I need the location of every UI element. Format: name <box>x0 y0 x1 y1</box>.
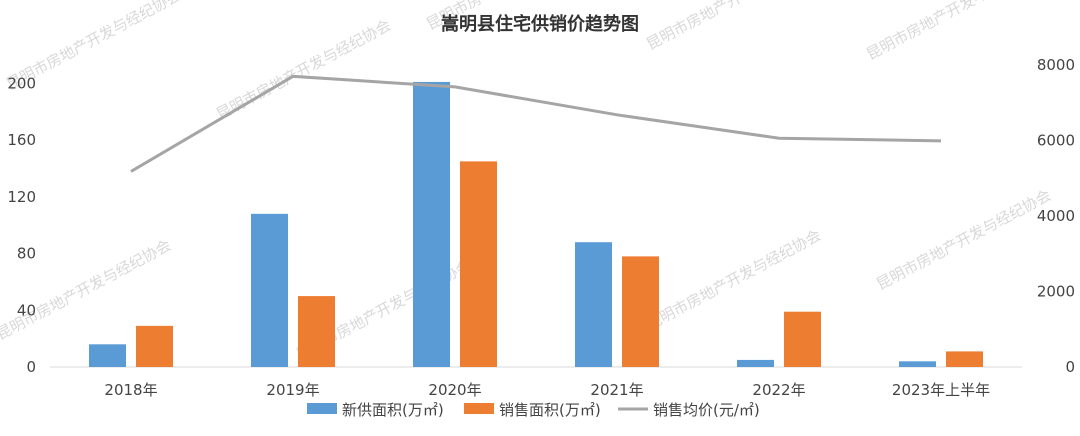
bar-new-supply <box>251 213 288 367</box>
bar-new-supply <box>737 359 774 367</box>
left-tick-label: 200 <box>7 74 36 92</box>
bar-sales-area <box>298 296 335 367</box>
watermark-text: 昆明市房地产开发与经纪协会 <box>643 0 824 54</box>
right-tick-label: 0 <box>1065 358 1075 376</box>
bar-sales-area <box>136 325 173 367</box>
legend-swatch <box>307 403 337 414</box>
category-label: 2020年 <box>428 381 481 399</box>
bar-new-supply <box>413 81 450 367</box>
bar-sales-area <box>622 256 659 367</box>
chart-title: 嵩明县住宅供销价趋势图 <box>441 13 639 35</box>
avg-price-line <box>130 74 942 173</box>
left-tick-label: 40 <box>17 301 36 319</box>
category-label: 2021年 <box>590 381 643 399</box>
watermark-text: 昆明市房地产开发与经纪协会 <box>863 0 1044 64</box>
watermark-text: 昆明市房地产开发与经纪协会 <box>873 186 1054 293</box>
left-axis: 0 40 80 120 160 200 <box>7 74 36 376</box>
legend-swatch <box>464 403 494 414</box>
left-tick-label: 80 <box>17 245 36 263</box>
left-tick-label: 120 <box>7 188 36 206</box>
right-axis: 0 2000 4000 6000 8000 <box>1037 56 1075 376</box>
legend-label: 新供面积(万㎡) <box>342 401 444 419</box>
right-tick-label: 4000 <box>1037 207 1075 225</box>
category-label: 2023年上半年 <box>892 381 990 399</box>
bar-new-supply <box>575 242 612 367</box>
bar-new-supply <box>89 344 126 367</box>
bars-layer <box>89 81 983 367</box>
legend-label: 销售均价(元/㎡) <box>653 401 760 419</box>
legend: 新供面积(万㎡) 销售面积(万㎡) 销售均价(元/㎡) <box>307 401 760 419</box>
legend-label: 销售面积(万㎡) <box>499 401 601 419</box>
right-tick-label: 2000 <box>1037 283 1075 301</box>
category-label: 2022年 <box>752 381 805 399</box>
bar-sales-area <box>460 161 497 367</box>
category-labels: 2018年 2019年 2020年 2021年 2022年 2023年上半年 <box>104 381 990 399</box>
category-label: 2019年 <box>266 381 319 399</box>
category-label: 2018年 <box>104 381 157 399</box>
watermark-layer: 昆明市房地产开发与经纪协会 昆明市房地产开发与经纪协会昆明市房地产开发与经纪协会昆… <box>0 0 1054 364</box>
left-tick-label: 0 <box>26 358 36 376</box>
bar-sales-area <box>946 351 983 367</box>
right-tick-label: 8000 <box>1037 56 1075 74</box>
line-layer <box>130 74 942 173</box>
bar-new-supply <box>899 361 936 367</box>
left-tick-label: 160 <box>7 131 36 149</box>
right-tick-label: 6000 <box>1037 132 1075 150</box>
bar-sales-area <box>784 311 821 367</box>
